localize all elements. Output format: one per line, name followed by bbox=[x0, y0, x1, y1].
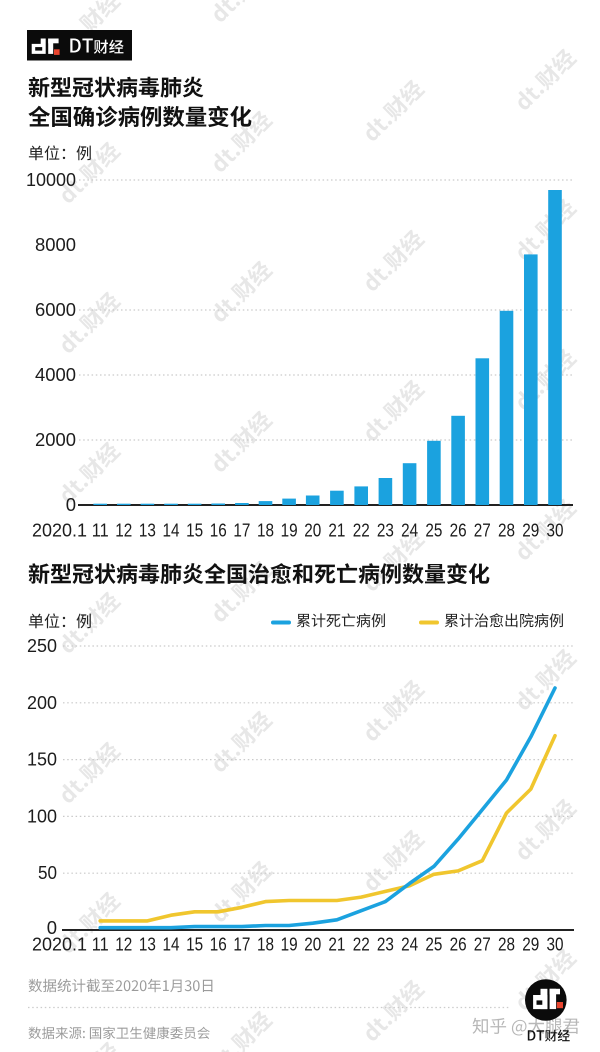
svg-text:24: 24 bbox=[401, 934, 418, 955]
svg-text:19: 19 bbox=[281, 520, 298, 541]
svg-text:28: 28 bbox=[498, 934, 515, 955]
svg-text:18: 18 bbox=[257, 520, 274, 541]
svg-text:26: 26 bbox=[450, 934, 467, 955]
svg-text:17: 17 bbox=[233, 520, 250, 541]
svg-text:24: 24 bbox=[401, 520, 418, 541]
svg-text:28: 28 bbox=[498, 520, 515, 541]
svg-text:6000: 6000 bbox=[35, 299, 76, 320]
svg-text:16: 16 bbox=[210, 934, 227, 955]
svg-text:22: 22 bbox=[353, 934, 370, 955]
svg-text:22: 22 bbox=[353, 520, 370, 541]
svg-text:250: 250 bbox=[27, 635, 57, 656]
svg-text:15: 15 bbox=[186, 520, 203, 541]
svg-text:50: 50 bbox=[38, 862, 57, 883]
svg-text:10000: 10000 bbox=[26, 169, 76, 190]
svg-text:11: 11 bbox=[92, 934, 109, 955]
svg-text:30: 30 bbox=[547, 520, 564, 541]
svg-text:2020.1: 2020.1 bbox=[32, 520, 87, 541]
svg-text:13: 13 bbox=[139, 520, 156, 541]
svg-text:25: 25 bbox=[425, 520, 442, 541]
svg-text:0: 0 bbox=[66, 494, 76, 515]
svg-text:13: 13 bbox=[139, 934, 156, 955]
svg-text:29: 29 bbox=[522, 934, 539, 955]
svg-text:21: 21 bbox=[328, 520, 345, 541]
svg-text:29: 29 bbox=[522, 520, 539, 541]
svg-text:20: 20 bbox=[304, 934, 321, 955]
svg-text:200: 200 bbox=[27, 692, 57, 713]
svg-text:12: 12 bbox=[115, 934, 132, 955]
svg-text:21: 21 bbox=[328, 934, 345, 955]
svg-text:12: 12 bbox=[115, 520, 132, 541]
svg-text:23: 23 bbox=[377, 520, 394, 541]
svg-text:14: 14 bbox=[163, 934, 180, 955]
svg-text:150: 150 bbox=[27, 749, 57, 770]
svg-text:19: 19 bbox=[281, 934, 298, 955]
svg-text:11: 11 bbox=[92, 520, 109, 541]
svg-text:2020.1: 2020.1 bbox=[32, 934, 87, 955]
svg-text:27: 27 bbox=[474, 934, 491, 955]
svg-text:2000: 2000 bbox=[35, 429, 76, 450]
svg-text:23: 23 bbox=[377, 934, 394, 955]
svg-text:15: 15 bbox=[186, 934, 203, 955]
svg-text:26: 26 bbox=[450, 520, 467, 541]
svg-text:27: 27 bbox=[474, 520, 491, 541]
svg-text:100: 100 bbox=[27, 805, 57, 826]
svg-text:17: 17 bbox=[233, 934, 250, 955]
svg-text:25: 25 bbox=[425, 934, 442, 955]
svg-text:20: 20 bbox=[304, 520, 321, 541]
svg-text:0: 0 bbox=[47, 917, 57, 938]
svg-text:14: 14 bbox=[163, 520, 180, 541]
svg-text:16: 16 bbox=[210, 520, 227, 541]
svg-text:18: 18 bbox=[257, 934, 274, 955]
svg-text:4000: 4000 bbox=[35, 364, 76, 385]
svg-text:8000: 8000 bbox=[35, 234, 76, 255]
svg-text:30: 30 bbox=[547, 934, 564, 955]
